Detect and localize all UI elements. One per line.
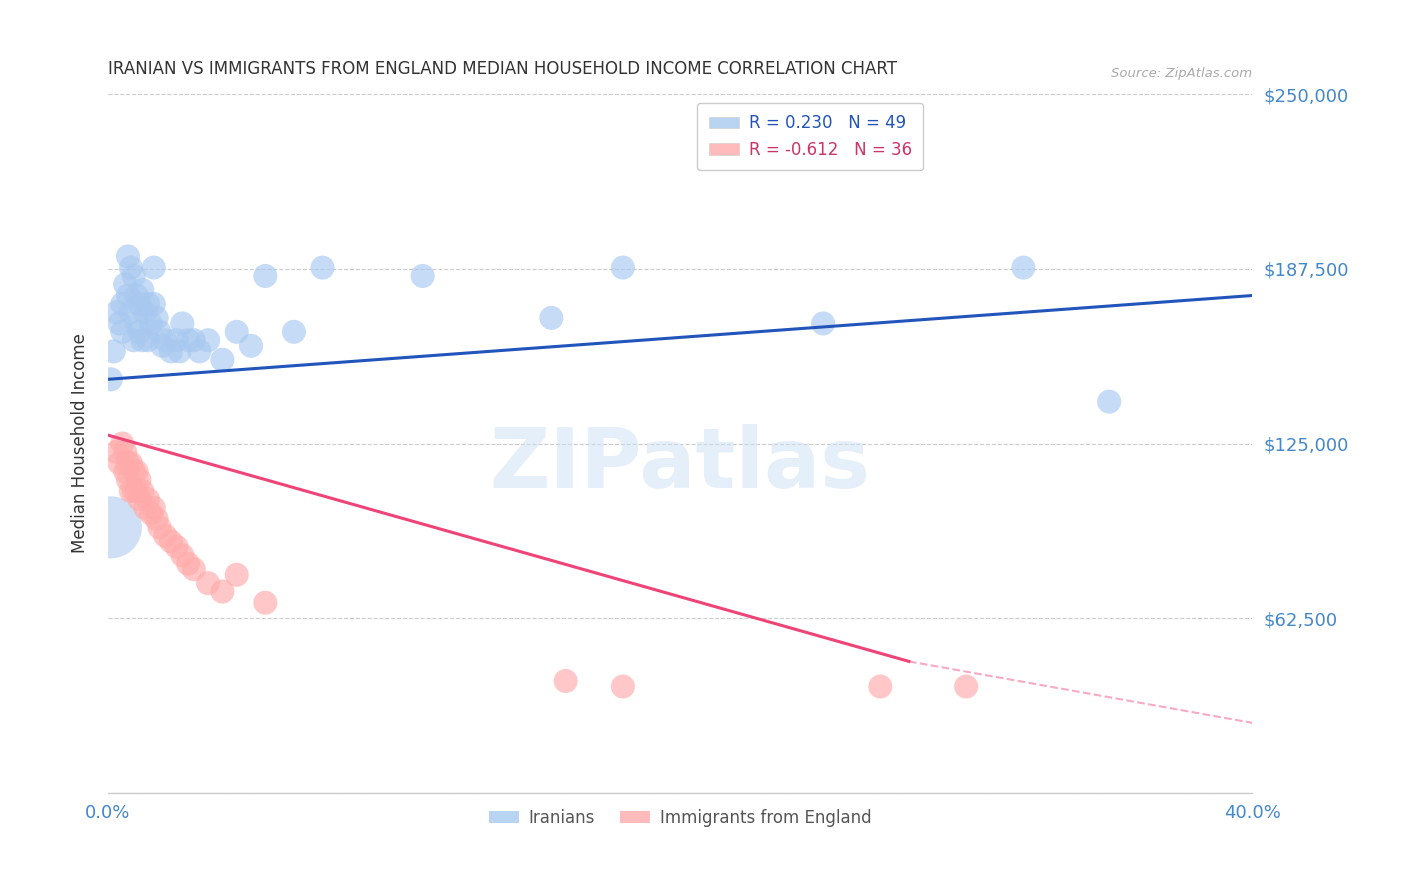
Point xyxy=(142,297,165,311)
Point xyxy=(108,317,131,331)
Point xyxy=(120,260,142,275)
Point xyxy=(111,436,134,450)
Point xyxy=(240,339,263,353)
Point xyxy=(225,325,247,339)
Point xyxy=(183,333,205,347)
Text: Source: ZipAtlas.com: Source: ZipAtlas.com xyxy=(1111,68,1253,80)
Point xyxy=(160,344,183,359)
Point xyxy=(183,562,205,576)
Point xyxy=(134,305,156,319)
Point xyxy=(153,333,176,347)
Point xyxy=(125,465,148,479)
Point xyxy=(177,557,200,571)
Point xyxy=(283,325,305,339)
Point xyxy=(114,445,136,459)
Point xyxy=(134,500,156,515)
Point xyxy=(139,507,162,521)
Text: IRANIAN VS IMMIGRANTS FROM ENGLAND MEDIAN HOUSEHOLD INCOME CORRELATION CHART: IRANIAN VS IMMIGRANTS FROM ENGLAND MEDIA… xyxy=(108,60,897,78)
Point xyxy=(128,492,150,507)
Point xyxy=(955,680,977,694)
Point xyxy=(188,344,211,359)
Point xyxy=(100,520,122,534)
Point xyxy=(148,520,170,534)
Point xyxy=(150,339,173,353)
Point xyxy=(153,529,176,543)
Point xyxy=(311,260,333,275)
Point xyxy=(540,310,562,325)
Point xyxy=(211,352,233,367)
Point xyxy=(811,317,834,331)
Point xyxy=(177,333,200,347)
Point xyxy=(111,325,134,339)
Point xyxy=(612,680,634,694)
Point xyxy=(117,249,139,263)
Point xyxy=(131,283,153,297)
Point xyxy=(225,567,247,582)
Point xyxy=(1012,260,1035,275)
Point xyxy=(131,333,153,347)
Point xyxy=(108,456,131,470)
Point xyxy=(128,325,150,339)
Point xyxy=(869,680,891,694)
Point xyxy=(131,483,153,498)
Point xyxy=(122,465,145,479)
Point xyxy=(120,483,142,498)
Text: ZIPatlas: ZIPatlas xyxy=(489,424,870,505)
Point xyxy=(412,268,434,283)
Point xyxy=(114,465,136,479)
Point xyxy=(136,297,159,311)
Point xyxy=(125,483,148,498)
Point xyxy=(117,288,139,302)
Point xyxy=(122,483,145,498)
Point xyxy=(136,333,159,347)
Point xyxy=(128,297,150,311)
Point xyxy=(160,534,183,549)
Legend: Iranians, Immigrants from England: Iranians, Immigrants from England xyxy=(482,802,879,833)
Point xyxy=(145,310,167,325)
Point xyxy=(166,333,188,347)
Point xyxy=(122,268,145,283)
Point xyxy=(125,288,148,302)
Point xyxy=(105,305,128,319)
Y-axis label: Median Household Income: Median Household Income xyxy=(72,334,89,553)
Point xyxy=(211,584,233,599)
Point xyxy=(172,317,194,331)
Point xyxy=(114,277,136,292)
Point xyxy=(139,317,162,331)
Point xyxy=(148,325,170,339)
Point xyxy=(254,268,277,283)
Point xyxy=(197,576,219,591)
Point xyxy=(136,492,159,507)
Point xyxy=(117,473,139,487)
Point xyxy=(120,305,142,319)
Point xyxy=(117,456,139,470)
Point xyxy=(100,372,122,386)
Point xyxy=(166,540,188,554)
Point xyxy=(142,260,165,275)
Point xyxy=(120,456,142,470)
Point xyxy=(172,548,194,562)
Point xyxy=(254,596,277,610)
Point xyxy=(125,317,148,331)
Point xyxy=(105,445,128,459)
Point xyxy=(1098,394,1121,409)
Point xyxy=(612,260,634,275)
Point xyxy=(197,333,219,347)
Point xyxy=(122,333,145,347)
Point xyxy=(145,512,167,526)
Point xyxy=(128,473,150,487)
Point xyxy=(142,500,165,515)
Point xyxy=(554,673,576,688)
Point xyxy=(169,344,191,359)
Point xyxy=(103,344,125,359)
Point xyxy=(111,297,134,311)
